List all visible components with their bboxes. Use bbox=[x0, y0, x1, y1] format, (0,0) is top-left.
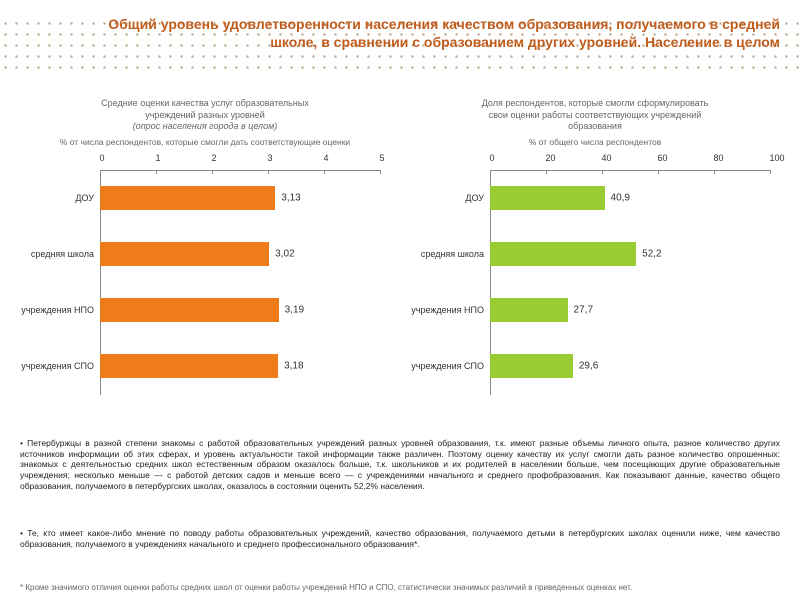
chart-left-x-axis: 012345 bbox=[100, 155, 380, 171]
bar-row: учреждения СПО3,18 bbox=[100, 353, 380, 379]
chart-right-note: % от общего числа респондентов bbox=[410, 137, 780, 147]
chart-left-subtitle: (опрос населения города в целом) bbox=[133, 121, 278, 131]
category-label: учреждения СПО bbox=[20, 361, 100, 371]
axis-tick-mark bbox=[714, 170, 715, 174]
bar: 27,7 bbox=[490, 298, 568, 322]
axis-tick-mark bbox=[380, 170, 381, 174]
category-label: учреждения НПО bbox=[20, 305, 100, 315]
charts-container: Средние оценки качества услуг образовате… bbox=[0, 98, 800, 395]
axis-tick-mark bbox=[770, 170, 771, 174]
chart-right: Доля респондентов, которые смогли сформу… bbox=[410, 98, 780, 395]
category-label: учреждения НПО bbox=[410, 305, 490, 315]
bar-value-label: 27,7 bbox=[568, 304, 593, 315]
category-label: учреждения СПО bbox=[410, 361, 490, 371]
axis-tick-mark bbox=[156, 170, 157, 174]
axis-tick-mark bbox=[212, 170, 213, 174]
bar-row: учреждения НПО27,7 bbox=[490, 297, 770, 323]
chart-left-plot: 012345 ДОУ3,13 средняя школа3,02 учреждени… bbox=[100, 155, 380, 395]
axis-tick-mark bbox=[268, 170, 269, 174]
bar-row: учреждения СПО29,6 bbox=[490, 353, 770, 379]
axis-tick-mark bbox=[658, 170, 659, 174]
chart-right-title-l2: свои оценки работы соответствующих учреж… bbox=[489, 110, 702, 120]
bar-row: ДОУ3,13 bbox=[100, 185, 380, 211]
bar: 40,9 bbox=[490, 186, 605, 210]
chart-left-title-l1: Средние оценки качества услуг образовате… bbox=[101, 98, 309, 108]
bar: 52,2 bbox=[490, 242, 636, 266]
chart-right-plot: 020406080100 ДОУ40,9 средняя школа52,2 учр… bbox=[490, 155, 770, 395]
bar: 3,02 bbox=[100, 242, 269, 266]
bar-row: учреждения НПО3,19 bbox=[100, 297, 380, 323]
chart-right-x-axis: 020406080100 bbox=[490, 155, 770, 171]
category-label: ДОУ bbox=[410, 193, 490, 203]
axis-tick-mark bbox=[546, 170, 547, 174]
paragraph-2: • Те, кто имеет какое-либо мнение по пов… bbox=[20, 528, 780, 549]
chart-left-title: Средние оценки качества услуг образовате… bbox=[20, 98, 390, 133]
chart-right-title-l3: образования bbox=[568, 121, 622, 131]
category-label: средняя школа bbox=[410, 249, 490, 259]
axis-tick-mark bbox=[324, 170, 325, 174]
bar-value-label: 3,18 bbox=[278, 360, 303, 371]
bar: 3,13 bbox=[100, 186, 275, 210]
chart-left-title-l2: учреждений разных уровней bbox=[145, 110, 265, 120]
axis-tick-mark bbox=[602, 170, 603, 174]
bar: 3,18 bbox=[100, 354, 278, 378]
chart-left: Средние оценки качества услуг образовате… bbox=[20, 98, 390, 395]
chart-right-title: Доля респондентов, которые смогли сформу… bbox=[410, 98, 780, 133]
footnote: * Кроме значимого отличия оценки работы … bbox=[20, 583, 780, 592]
bar: 29,6 bbox=[490, 354, 573, 378]
bar-value-label: 52,2 bbox=[636, 248, 661, 259]
chart-left-note: % от числа респондентов, которые смогли … bbox=[20, 137, 390, 147]
bar-value-label: 3,02 bbox=[269, 248, 294, 259]
category-label: средняя школа bbox=[20, 249, 100, 259]
bar-row: средняя школа52,2 bbox=[490, 241, 770, 267]
bar-row: ДОУ40,9 bbox=[490, 185, 770, 211]
bar-value-label: 29,6 bbox=[573, 360, 598, 371]
bar-value-label: 40,9 bbox=[605, 192, 630, 203]
bar-value-label: 3,19 bbox=[279, 304, 304, 315]
category-label: ДОУ bbox=[20, 193, 100, 203]
bar-value-label: 3,13 bbox=[275, 192, 300, 203]
chart-right-title-l1: Доля респондентов, которые смогли сформу… bbox=[482, 98, 709, 108]
bar: 3,19 bbox=[100, 298, 279, 322]
page-title: Общий уровень удовлетворенности населени… bbox=[70, 16, 780, 51]
bar-row: средняя школа3,02 bbox=[100, 241, 380, 267]
paragraph-1: • Петербуржцы в разной степени знакомы с… bbox=[20, 438, 780, 491]
